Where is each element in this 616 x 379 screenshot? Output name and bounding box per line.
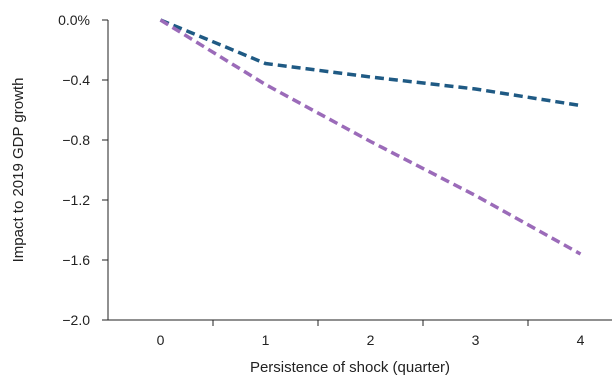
x-tick-label: 1: [262, 332, 270, 348]
x-axis: 0 1 2 3 4: [108, 319, 612, 348]
y-tick-label: −0.8: [62, 132, 90, 148]
x-tick-label: 3: [472, 332, 480, 348]
series-line-1: [159, 18, 581, 108]
x-tick-label: 0: [157, 332, 165, 348]
y-tick-label: −2.0: [62, 312, 90, 328]
series-layer: [159, 18, 582, 256]
y-axis-title: Impact to 2019 GDP growth: [10, 78, 27, 263]
y-tick-label: −1.2: [62, 192, 90, 208]
x-tick-label: 4: [577, 332, 585, 348]
x-tick-label: 2: [367, 332, 375, 348]
y-tick-label: −0.4: [62, 72, 90, 88]
x-axis-title: Persistence of shock (quarter): [250, 359, 450, 376]
series-line-2: [159, 18, 582, 256]
y-tick-label: −1.6: [62, 252, 90, 268]
y-axis: 0.0% −0.4 −0.8 −1.2 −1.6 −2.0: [58, 12, 109, 328]
y-tick-label: 0.0%: [58, 12, 90, 28]
